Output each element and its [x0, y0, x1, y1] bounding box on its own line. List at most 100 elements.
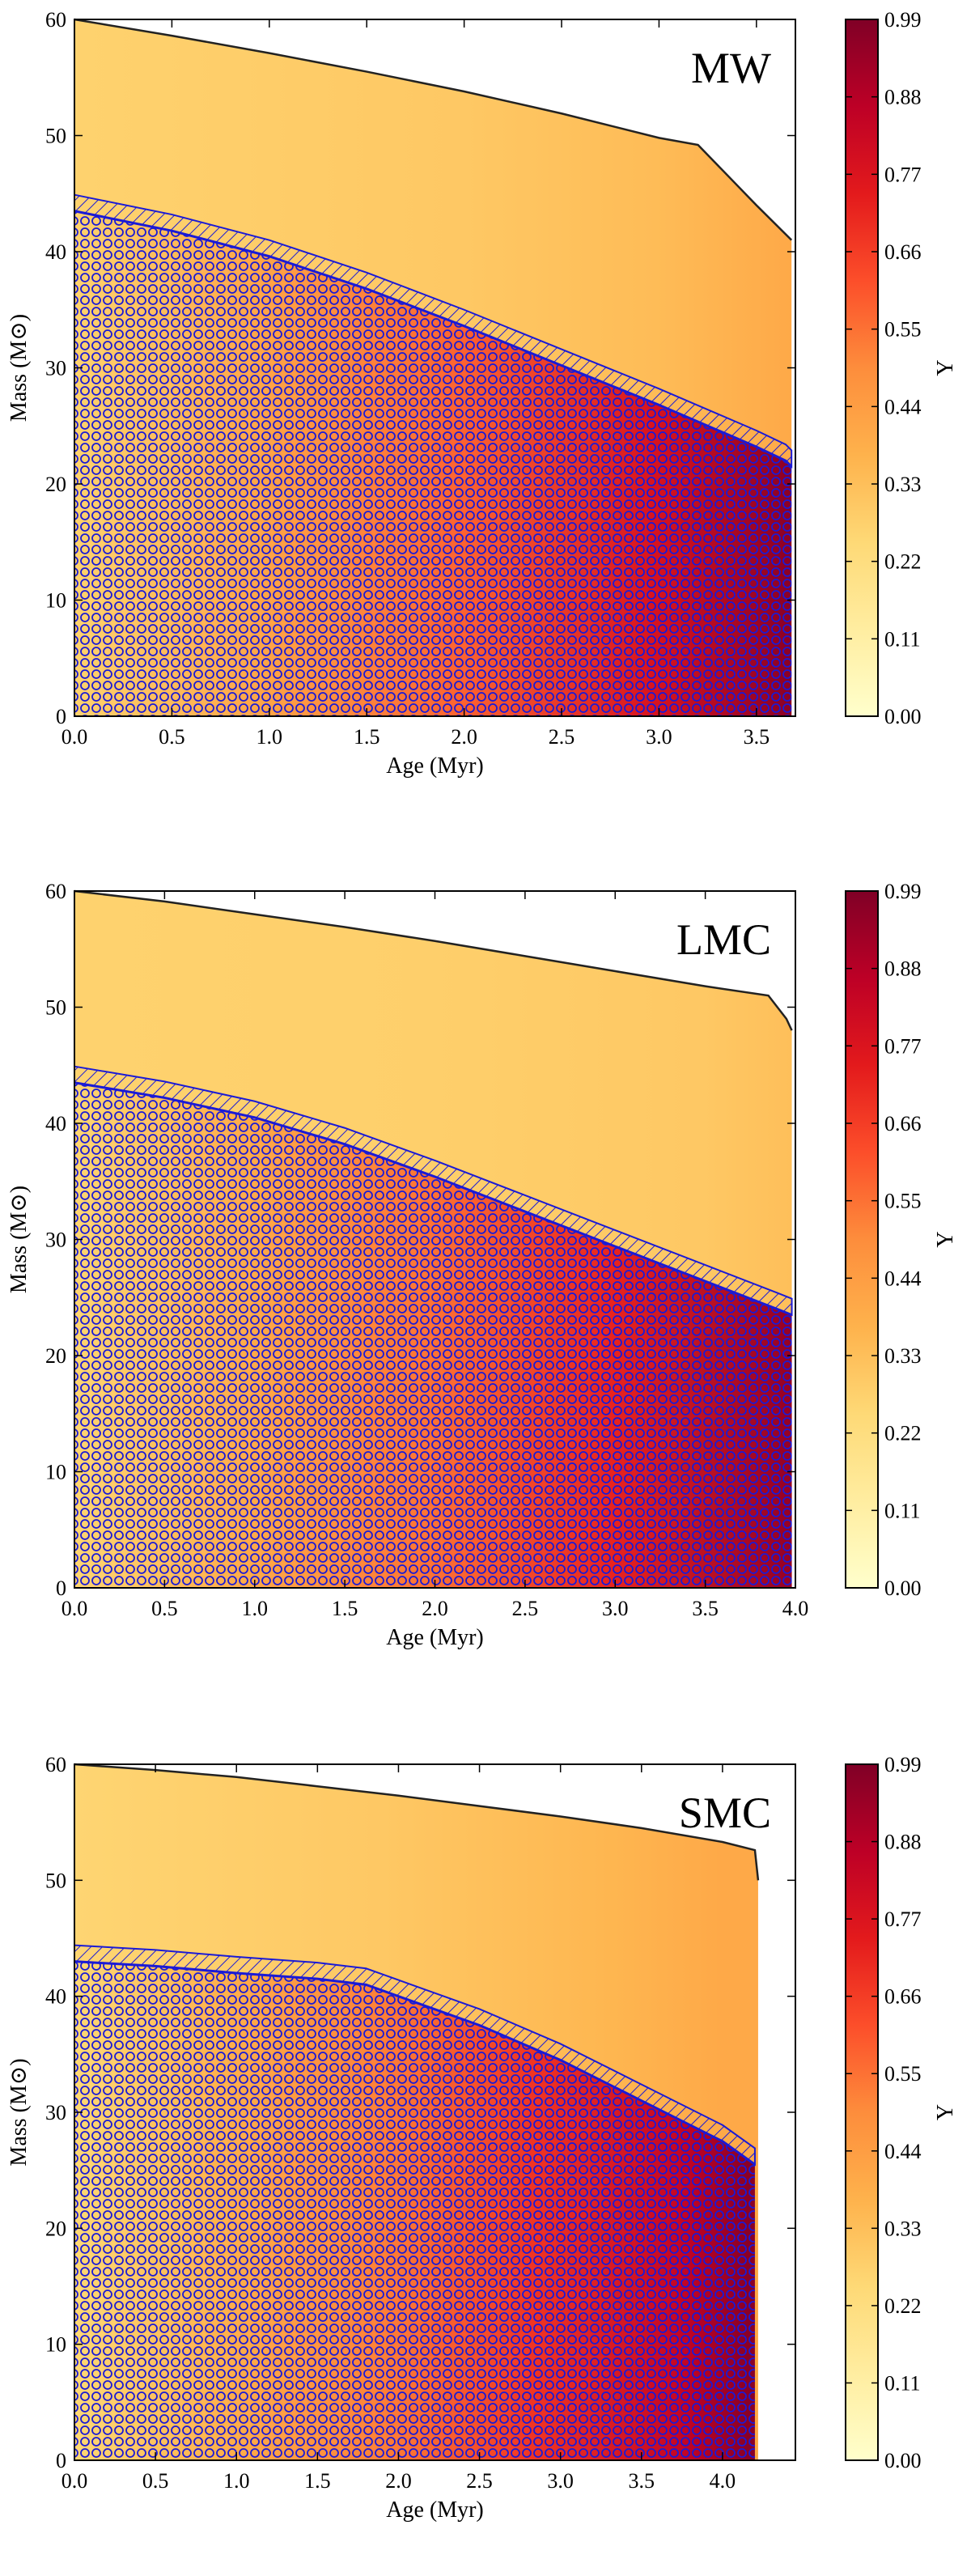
x-tick-label: 2.0 — [422, 1597, 448, 1620]
y-tick-label: 60 — [45, 8, 66, 32]
colorbar-tick-label: 0.33 — [884, 2217, 922, 2240]
colorbar — [845, 19, 879, 717]
y-tick-label: 60 — [45, 880, 66, 903]
colorbar-tick-label: 0.99 — [884, 1753, 922, 1776]
colorbar-tick-label: 0.44 — [884, 1267, 922, 1290]
colorbar-tick-label: 0.11 — [884, 1499, 921, 1522]
y-tick-label: 40 — [45, 1985, 66, 2009]
x-tick-label: 1.5 — [304, 2469, 331, 2493]
x-tick-label: 1.0 — [257, 725, 283, 749]
core-boundary-line — [74, 210, 793, 468]
chart-panel-smc: 0.0 0.5 1.0 1.5 2.0 2.5 3.0 3.5 4.0 0 10 20 30 40 50 60… — [6, 1753, 958, 2523]
x-axis-label: Age (Myr) — [386, 2497, 484, 2523]
x-tick-label: 1.5 — [332, 1597, 358, 1620]
y-tick-label: 0 — [56, 1577, 66, 1600]
y-tick-label: 10 — [45, 589, 66, 613]
colorbar-tick-label: 0.88 — [884, 1831, 922, 1854]
colorbar-tick-label: 0.11 — [884, 627, 921, 651]
x-tick-label: 0.0 — [61, 1597, 88, 1620]
convective-core-circles — [74, 210, 792, 716]
y-tick-label: 60 — [45, 1753, 66, 1776]
convective-core-circles — [74, 1082, 792, 1588]
colorbar-tick-label: 0.33 — [884, 1344, 922, 1368]
y-tick-label: 30 — [45, 2101, 66, 2124]
chart-panel-mw: 0.0 0.5 1.0 1.5 2.0 2.5 3.0 3.5 0 10 20 30 40 50 60 Age… — [6, 8, 958, 779]
panel-label: MW — [691, 44, 771, 92]
y-tick-label: 10 — [45, 1461, 66, 1484]
y-tick-label: 0 — [56, 2449, 66, 2472]
core-boundary-line — [74, 1081, 793, 1317]
colorbar-tick-label: 0.44 — [884, 2140, 922, 2163]
x-tick-label: 2.5 — [466, 2469, 493, 2493]
colorbar-tick-label: 0.66 — [884, 1985, 922, 2009]
colorbar-tick-label: 0.22 — [884, 1422, 922, 1445]
y-tick-label: 40 — [45, 1112, 66, 1135]
x-axis-label: Age (Myr) — [386, 753, 484, 779]
convective-core-circles — [74, 1961, 755, 2460]
y-tick-label: 30 — [45, 357, 66, 380]
colorbar-tick-label: 0.99 — [884, 8, 922, 32]
x-tick-label: 1.0 — [242, 1597, 269, 1620]
total-mass-line — [74, 889, 793, 1031]
x-tick-label: 0.0 — [61, 2469, 88, 2493]
colorbar — [845, 1763, 879, 2461]
colorbar-tick-label: 0.00 — [884, 705, 922, 728]
colorbar-tick-label: 0.44 — [884, 395, 922, 418]
colorbar-label: Y — [933, 1231, 958, 1247]
y-tick-label: 30 — [45, 1229, 66, 1252]
x-tick-label: 0.5 — [142, 2469, 169, 2493]
y-tick-label: 0 — [56, 705, 66, 728]
y-tick-label: 40 — [45, 240, 66, 264]
colorbar-tick-label: 0.77 — [884, 1908, 922, 1931]
y-axis-label: Mass (M⊙) — [6, 314, 32, 422]
colorbar-tick-label: 0.22 — [884, 2294, 922, 2318]
colorbar-tick-label: 0.88 — [884, 86, 922, 109]
colorbar-tick-label: 0.55 — [884, 2062, 922, 2086]
panel-label: SMC — [679, 1789, 771, 1837]
y-axis-label: Mass (M⊙) — [6, 2058, 32, 2166]
colorbar-tick-label: 0.00 — [884, 1577, 922, 1600]
colorbar-tick-label: 0.55 — [884, 1190, 922, 1213]
x-tick-label: 0.0 — [61, 725, 88, 749]
chart-panel-lmc: 0.0 0.5 1.0 1.5 2.0 2.5 3.0 3.5 4.0 0 10 20 30 40 50 60… — [6, 880, 958, 1650]
y-tick-label: 50 — [45, 1869, 66, 1892]
x-tick-label: 2.5 — [512, 1597, 539, 1620]
colorbar-tick-label: 0.66 — [884, 1112, 922, 1135]
x-tick-label: 3.0 — [602, 1597, 629, 1620]
colorbar-tick-label: 0.11 — [884, 2371, 921, 2395]
x-tick-label: 4.0 — [782, 1597, 809, 1620]
y-tick-label: 50 — [45, 125, 66, 148]
x-tick-label: 3.0 — [646, 725, 672, 749]
colorbar-tick-label: 0.88 — [884, 957, 922, 981]
x-tick-label: 2.0 — [385, 2469, 412, 2493]
y-tick-label: 20 — [45, 1344, 66, 1368]
panel-label: LMC — [676, 915, 771, 964]
x-tick-label: 4.0 — [710, 2469, 736, 2493]
colorbar-tick-label: 0.55 — [884, 318, 922, 342]
x-tick-label: 0.5 — [151, 1597, 178, 1620]
x-tick-label: 3.0 — [547, 2469, 574, 2493]
y-tick-label: 10 — [45, 2333, 66, 2357]
y-tick-label: 50 — [45, 996, 66, 1020]
x-tick-label: 3.5 — [744, 725, 770, 749]
x-tick-label: 1.5 — [354, 725, 380, 749]
colorbar-tick-label: 0.77 — [884, 163, 922, 186]
x-tick-label: 0.5 — [159, 725, 185, 749]
colorbar — [845, 890, 879, 1589]
x-tick-label: 3.5 — [692, 1597, 719, 1620]
x-tick-label: 2.0 — [451, 725, 477, 749]
total-mass-line — [74, 1763, 760, 1881]
colorbar-tick-label: 0.33 — [884, 473, 922, 496]
colorbar-tick-label: 0.99 — [884, 880, 922, 903]
x-tick-label: 3.5 — [629, 2469, 655, 2493]
total-mass-line — [74, 18, 793, 241]
x-axis-label: Age (Myr) — [386, 1625, 484, 1650]
colorbar-tick-label: 0.66 — [884, 240, 922, 264]
y-axis-label: Mass (M⊙) — [6, 1186, 32, 1293]
x-tick-label: 2.5 — [549, 725, 575, 749]
y-tick-label: 20 — [45, 473, 66, 496]
x-tick-label: 1.0 — [223, 2469, 250, 2493]
y-tick-label: 20 — [45, 2217, 66, 2240]
colorbar-label: Y — [933, 359, 958, 376]
